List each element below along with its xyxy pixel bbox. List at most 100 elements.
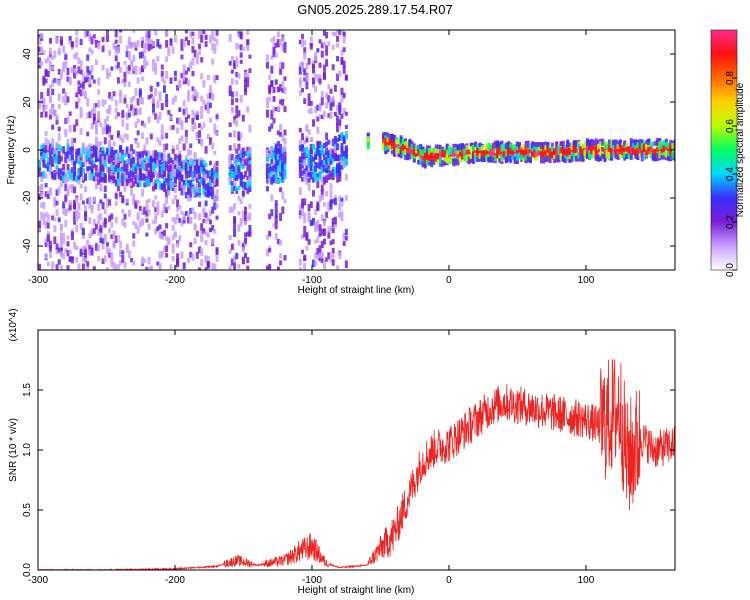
heat-cell bbox=[114, 46, 118, 52]
heat-cell bbox=[145, 199, 149, 208]
heat-cell bbox=[92, 145, 96, 152]
heat-cell bbox=[202, 122, 206, 128]
heat-cell bbox=[176, 206, 180, 212]
heat-cell bbox=[162, 203, 166, 211]
heat-cell bbox=[134, 163, 138, 171]
heat-cell bbox=[101, 171, 105, 177]
heat-cell bbox=[147, 209, 151, 216]
heat-cell bbox=[309, 36, 313, 43]
heat-cell bbox=[237, 224, 241, 232]
heat-cell bbox=[103, 233, 107, 242]
heat-cell bbox=[279, 124, 283, 131]
heat-cell bbox=[647, 138, 651, 146]
heat-cell bbox=[156, 226, 160, 232]
heat-cell bbox=[401, 144, 405, 151]
heat-cell bbox=[447, 147, 451, 155]
heat-cell bbox=[73, 217, 77, 225]
heat-cell bbox=[276, 105, 280, 112]
heat-cell bbox=[127, 40, 131, 49]
heat-cell bbox=[528, 143, 532, 150]
heat-cell bbox=[544, 150, 548, 157]
heat-cell bbox=[320, 189, 324, 197]
heat-cell bbox=[342, 31, 346, 37]
heat-cell bbox=[195, 177, 199, 183]
heat-cell bbox=[105, 198, 109, 203]
heat-cell bbox=[160, 234, 164, 240]
heat-cell bbox=[99, 141, 103, 146]
heat-cell bbox=[145, 35, 149, 43]
heat-cell bbox=[202, 159, 206, 165]
heat-cell bbox=[390, 134, 394, 141]
heat-cell bbox=[160, 167, 164, 175]
heat-cell bbox=[105, 127, 109, 135]
heat-cell bbox=[202, 218, 206, 223]
heat-cell bbox=[340, 49, 344, 56]
heat-cell bbox=[143, 122, 147, 128]
heat-cell bbox=[202, 164, 206, 172]
heat-cell bbox=[158, 263, 162, 270]
heat-cell bbox=[178, 217, 182, 224]
heat-cell bbox=[544, 141, 548, 148]
heat-cell bbox=[235, 91, 239, 97]
heat-cell bbox=[191, 207, 195, 214]
heat-cell bbox=[603, 148, 607, 155]
heat-cell bbox=[443, 159, 447, 166]
heat-cell bbox=[298, 39, 302, 45]
heat-cell bbox=[75, 256, 79, 263]
heat-cell bbox=[399, 137, 403, 144]
heat-cell bbox=[66, 138, 70, 145]
heat-cell bbox=[99, 178, 103, 183]
heat-cell bbox=[314, 222, 318, 230]
heat-cell bbox=[279, 38, 283, 46]
heat-cell bbox=[143, 206, 147, 215]
heat-cell bbox=[38, 263, 41, 270]
heat-cell bbox=[239, 174, 243, 180]
heat-cell bbox=[70, 148, 74, 154]
heat-cell bbox=[557, 155, 561, 163]
heat-cell bbox=[237, 211, 241, 216]
heat-cell bbox=[272, 47, 276, 55]
heat-cell bbox=[436, 155, 440, 160]
heat-cell bbox=[92, 172, 96, 181]
heat-cell bbox=[478, 150, 482, 156]
heat-cell bbox=[233, 183, 237, 191]
heat-cell bbox=[151, 157, 155, 163]
heat-cell bbox=[151, 171, 155, 177]
heat-cell bbox=[198, 267, 202, 270]
heat-cell bbox=[173, 231, 177, 238]
heat-cell bbox=[640, 143, 644, 150]
heat-cell bbox=[97, 42, 101, 47]
heat-cell bbox=[320, 251, 324, 257]
heat-cell bbox=[112, 240, 116, 249]
heat-cell bbox=[233, 216, 237, 224]
heat-cell bbox=[537, 145, 541, 152]
heat-cell bbox=[268, 153, 272, 158]
heat-cell bbox=[73, 68, 77, 76]
heat-cell bbox=[246, 176, 250, 181]
heat-cell bbox=[651, 149, 655, 155]
heat-cell bbox=[86, 72, 90, 80]
heat-cell bbox=[70, 160, 74, 165]
heat-cell bbox=[244, 75, 248, 82]
heat-cell bbox=[51, 264, 55, 270]
heat-cell bbox=[97, 141, 101, 147]
heat-cell bbox=[38, 193, 41, 201]
heat-cell bbox=[138, 206, 142, 211]
heat-cell bbox=[136, 159, 140, 167]
heat-cell bbox=[246, 265, 250, 270]
heat-cell bbox=[184, 130, 188, 137]
heat-cell bbox=[154, 67, 158, 75]
heat-cell bbox=[193, 49, 197, 58]
heat-cell bbox=[204, 255, 208, 263]
heat-cell bbox=[73, 64, 77, 72]
heat-cell bbox=[154, 228, 158, 235]
heat-cell bbox=[279, 168, 283, 175]
heat-cell bbox=[244, 181, 248, 187]
heat-cell bbox=[544, 145, 548, 152]
heat-cell bbox=[213, 173, 217, 178]
heat-cell bbox=[465, 145, 469, 150]
heat-cell bbox=[114, 235, 118, 243]
heat-cell bbox=[151, 59, 155, 65]
heat-cell bbox=[81, 162, 85, 168]
heat-cell bbox=[239, 59, 243, 64]
